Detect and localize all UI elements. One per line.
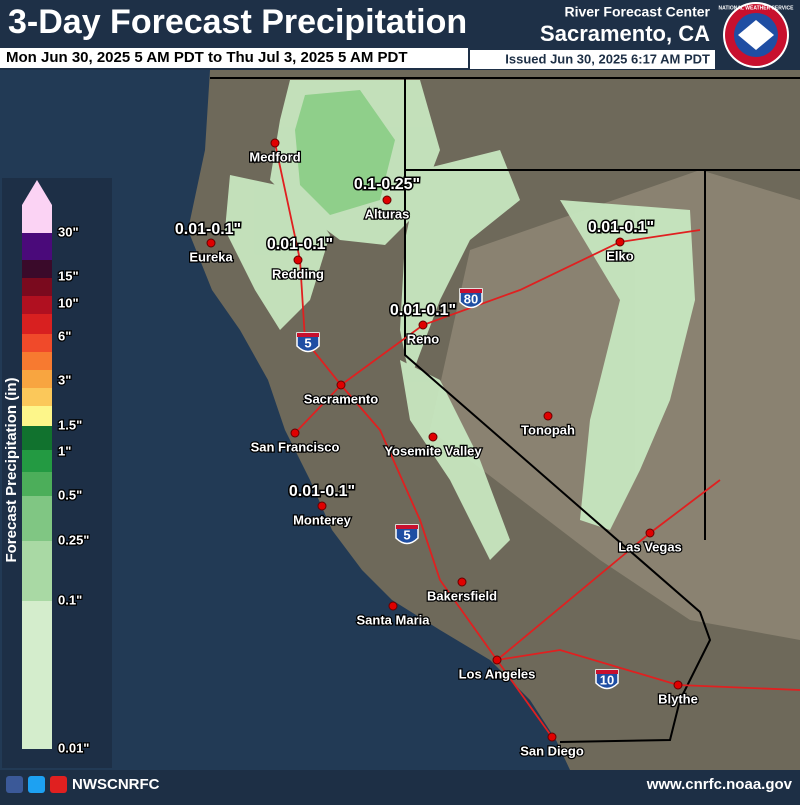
highway-number: 5: [304, 335, 311, 350]
legend-label: 15": [58, 268, 79, 283]
highway-shield-top: [460, 289, 482, 293]
legend-label: 30": [58, 224, 79, 239]
legend-label: 6": [58, 328, 71, 343]
highway-number: 5: [403, 527, 410, 542]
city-label: Elko: [606, 248, 634, 263]
youtube-icon[interactable]: [50, 776, 67, 793]
city-dot: [290, 428, 300, 438]
logo-text: NATIONAL WEATHER SERVICE: [719, 5, 795, 11]
city-dot: [418, 320, 428, 330]
legend-label: 1.5": [58, 417, 82, 432]
legend-label: 3": [58, 372, 71, 387]
city-label: San Francisco: [251, 439, 340, 454]
city-label: Alturas: [365, 206, 410, 221]
city-label: San Diego: [520, 743, 584, 758]
highway-shield-top: [596, 670, 618, 674]
legend-label: 0.1": [58, 592, 82, 607]
city-label: Reno: [407, 331, 440, 346]
city-dot: [206, 238, 216, 248]
highway-shield: [595, 669, 619, 690]
city-dot: [388, 601, 398, 611]
twitter-icon[interactable]: [28, 776, 45, 793]
city-dot: [492, 655, 502, 665]
amount-label: 0.1-0.25": [354, 176, 420, 193]
legend-label: 10": [58, 295, 79, 310]
precip-areas-mid: [295, 90, 395, 215]
city-dot: [673, 680, 683, 690]
city-label: Yosemite Valley: [384, 443, 482, 458]
legend-label: 0.5": [58, 487, 82, 502]
city-dot: [270, 138, 280, 148]
city-dot: [317, 501, 327, 511]
city-label: Redding: [272, 266, 324, 281]
borders: [210, 77, 800, 743]
city-label: Bakersfield: [427, 588, 497, 603]
highway-shield-top: [396, 525, 418, 529]
city-dot: [645, 528, 655, 538]
footer-bg: [0, 770, 800, 800]
center-name: Sacramento, CA: [540, 21, 710, 46]
city-dot: [382, 195, 392, 205]
highway-shield-top: [297, 333, 319, 337]
city-label: Eureka: [189, 249, 233, 264]
amount-label: 0.01-0.1": [289, 483, 355, 500]
city-label: Tonopah: [521, 422, 575, 437]
legend-label: 0.01": [58, 740, 89, 755]
highway-shield: [395, 524, 419, 545]
city-dot: [543, 411, 553, 421]
city-label: Las Vegas: [618, 539, 682, 554]
highway-shield: [296, 332, 320, 353]
city-label: Los Angeles: [459, 666, 536, 681]
social-handle[interactable]: NWSCNRFC: [72, 776, 160, 793]
city-dot: [457, 577, 467, 587]
legend-title: Forecast Precipitation (in): [3, 377, 20, 562]
amount-label: 0.01-0.1": [267, 236, 333, 253]
city-dot: [547, 732, 557, 742]
website[interactable]: www.cnrfc.noaa.gov: [646, 776, 793, 793]
legend-label: 0.25": [58, 532, 89, 547]
subtitle-bg: [0, 48, 468, 68]
city-label: Sacramento: [304, 391, 378, 406]
legend: Forecast Precipitation (in) 30" 15" 10" 6" 3…: [2, 178, 112, 768]
issued: Issued Jun 30, 2025 6:17 AM PDT: [505, 51, 710, 66]
facebook-icon[interactable]: [6, 776, 23, 793]
nws-logo: NATIONAL WEATHER SERVICE: [719, 2, 795, 68]
city-label: Blythe: [658, 691, 698, 706]
title: 3-Day Forecast Precipitation: [8, 3, 467, 41]
legend-label: 1": [58, 443, 71, 458]
highway-number: 10: [600, 672, 614, 687]
amount-label: 0.01-0.1": [588, 219, 654, 236]
city-dot: [336, 380, 346, 390]
subtitle: Mon Jun 30, 2025 5 AM PDT to Thu Jul 3, …: [6, 49, 407, 66]
places: 5 80 5 10 Medford Alturas Eureka Redding Elko Ren…: [173, 138, 699, 760]
city-label: Santa Maria: [357, 612, 431, 627]
city-dot: [615, 237, 625, 247]
amount-label: 0.01-0.1": [390, 302, 456, 319]
city-label: Medford: [249, 149, 300, 164]
city-label: Monterey: [293, 512, 352, 527]
center-label: River Forecast Center: [564, 4, 710, 20]
city-dot: [293, 255, 303, 265]
city-dot: [428, 432, 438, 442]
highway-shield: [459, 288, 483, 309]
amount-label: 0.01-0.1": [175, 221, 241, 238]
highway-number: 80: [464, 291, 478, 306]
issued-bg: [470, 50, 715, 69]
